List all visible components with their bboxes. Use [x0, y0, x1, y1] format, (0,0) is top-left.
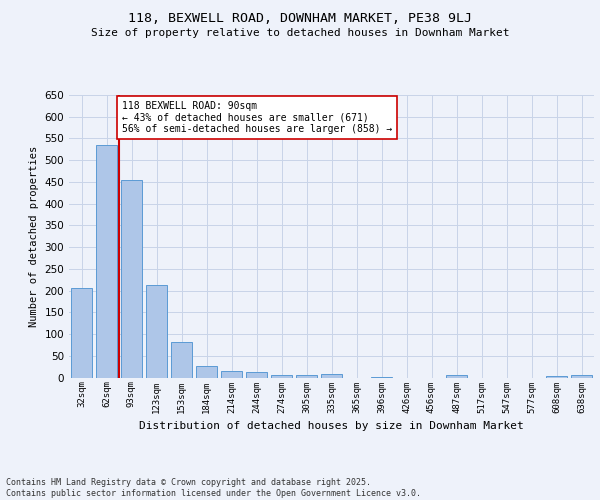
Bar — [271, 375, 292, 378]
Text: 118, BEXWELL ROAD, DOWNHAM MARKET, PE38 9LJ: 118, BEXWELL ROAD, DOWNHAM MARKET, PE38 … — [128, 12, 472, 26]
X-axis label: Distribution of detached houses by size in Downham Market: Distribution of detached houses by size … — [139, 421, 524, 431]
Bar — [446, 376, 467, 378]
Text: Contains HM Land Registry data © Crown copyright and database right 2025.
Contai: Contains HM Land Registry data © Crown c… — [6, 478, 421, 498]
Bar — [221, 371, 242, 378]
Bar — [371, 376, 392, 378]
Bar — [321, 374, 342, 378]
Bar — [196, 366, 217, 378]
Bar — [546, 376, 567, 378]
Bar — [96, 145, 117, 378]
Bar — [246, 372, 267, 378]
Text: 118 BEXWELL ROAD: 90sqm
← 43% of detached houses are smaller (671)
56% of semi-d: 118 BEXWELL ROAD: 90sqm ← 43% of detache… — [121, 100, 392, 134]
Bar — [71, 288, 92, 378]
Text: Size of property relative to detached houses in Downham Market: Size of property relative to detached ho… — [91, 28, 509, 38]
Bar — [146, 286, 167, 378]
Bar — [571, 376, 592, 378]
Bar — [121, 180, 142, 378]
Bar — [171, 342, 192, 378]
Bar — [296, 376, 317, 378]
Y-axis label: Number of detached properties: Number of detached properties — [29, 146, 39, 327]
